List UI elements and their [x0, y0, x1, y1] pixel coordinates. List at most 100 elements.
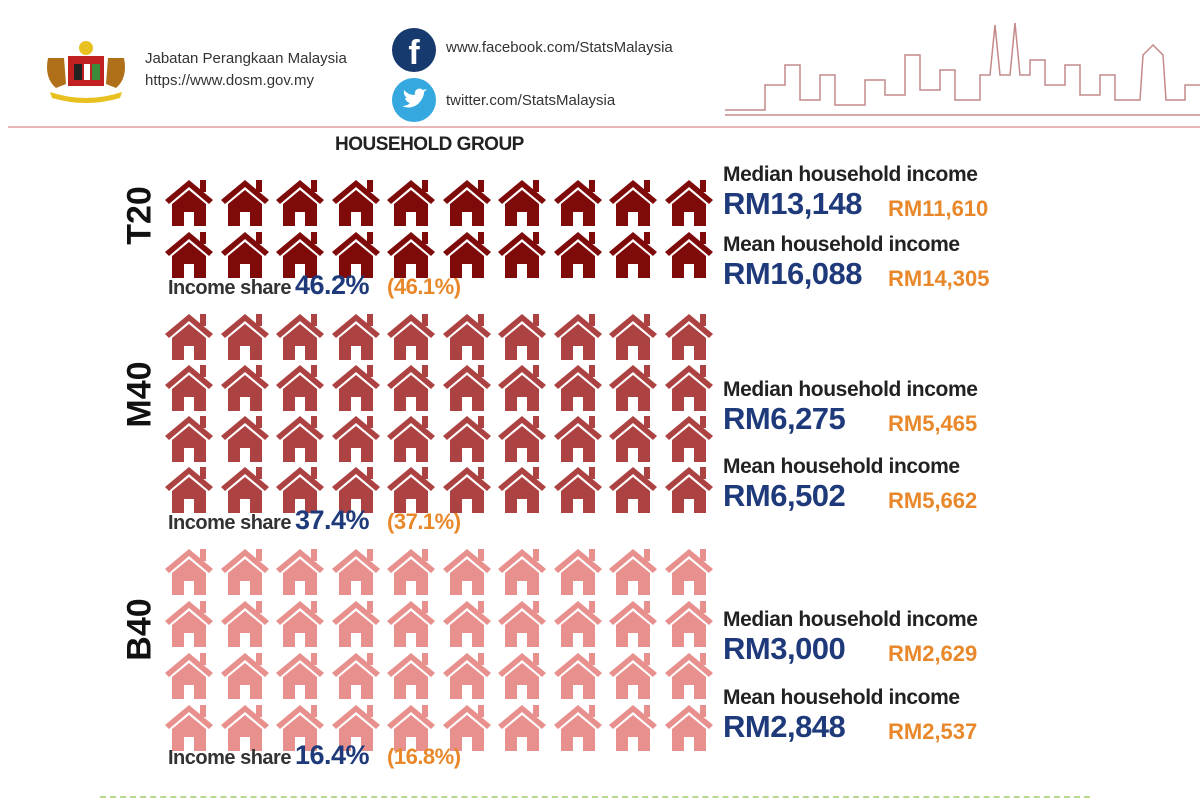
mean-label: Mean household income — [723, 686, 960, 709]
house-icon — [662, 361, 716, 416]
mean-previous: RM14,305 — [888, 266, 990, 291]
house-icon — [329, 545, 383, 600]
median-label: Median household income — [723, 378, 978, 401]
median-value: RM3,000 — [723, 631, 846, 666]
house-icon — [329, 412, 383, 467]
house-icon — [162, 597, 216, 652]
house-icon — [384, 545, 438, 600]
mean-previous: RM2,537 — [888, 719, 978, 744]
house-icon — [162, 545, 216, 600]
group-label: T20 — [120, 186, 159, 245]
house-icon — [440, 597, 494, 652]
facebook-link[interactable]: www.facebook.com/StatsMalaysia — [446, 39, 673, 56]
income-share-previous: (16.8%) — [387, 744, 461, 769]
house-icon — [384, 649, 438, 704]
house-icon — [551, 310, 605, 365]
income-share-label: Income share — [168, 277, 291, 299]
house-icon — [662, 701, 716, 756]
house-icon — [273, 412, 327, 467]
house-icon — [329, 649, 383, 704]
house-icon — [273, 649, 327, 704]
house-icon — [218, 701, 272, 756]
house-icon — [662, 412, 716, 467]
house-icon — [440, 361, 494, 416]
twitter-icon[interactable] — [392, 78, 436, 122]
house-icon — [662, 463, 716, 518]
city-skyline-illustration — [725, 22, 1200, 116]
house-icon — [162, 412, 216, 467]
income-share: Income share 37.4% (37.1%) — [168, 505, 461, 536]
group-label: M40 — [120, 361, 159, 428]
twitter-link[interactable]: twitter.com/StatsMalaysia — [446, 92, 616, 109]
house-icon — [384, 463, 438, 518]
facebook-icon[interactable]: f — [392, 28, 436, 72]
mean-label: Mean household income — [723, 233, 960, 256]
house-icon — [329, 310, 383, 365]
org-url[interactable]: https://www.dosm.gov.my — [145, 72, 314, 89]
house-icon — [218, 649, 272, 704]
house-icon — [551, 176, 605, 231]
house-icon — [329, 701, 383, 756]
house-icon — [329, 361, 383, 416]
median-previous: RM5,465 — [888, 411, 978, 436]
median-label: Median household income — [723, 608, 978, 631]
house-icon — [218, 597, 272, 652]
house-icon — [162, 463, 216, 518]
house-icon — [329, 176, 383, 231]
house-icon — [162, 310, 216, 365]
house-icon — [273, 463, 327, 518]
house-icon — [273, 701, 327, 756]
house-icon — [495, 463, 549, 518]
house-icon — [606, 361, 660, 416]
median-label: Median household income — [723, 163, 978, 186]
house-icon — [495, 649, 549, 704]
house-icon — [440, 463, 494, 518]
house-icon — [329, 228, 383, 283]
house-icon — [551, 228, 605, 283]
income-share-value: 16.4% — [294, 740, 370, 770]
income-share-value: 37.4% — [294, 505, 370, 535]
median-previous: RM2,629 — [888, 641, 978, 666]
house-icon — [495, 310, 549, 365]
house-icon — [218, 310, 272, 365]
house-icon — [273, 310, 327, 365]
house-icon — [662, 545, 716, 600]
house-icon — [606, 701, 660, 756]
house-icon — [218, 545, 272, 600]
chart-title: HOUSEHOLD GROUP — [335, 134, 524, 155]
house-icon — [384, 597, 438, 652]
house-icon — [440, 545, 494, 600]
house-icon — [218, 176, 272, 231]
mean-value: RM16,088 — [723, 256, 863, 291]
house-icon — [662, 649, 716, 704]
house-icon — [162, 649, 216, 704]
house-icon — [273, 228, 327, 283]
median-value: RM13,148 — [723, 186, 863, 221]
income-share-previous: (46.1%) — [387, 274, 461, 299]
house-icon — [273, 176, 327, 231]
house-icon — [384, 310, 438, 365]
house-icon — [440, 310, 494, 365]
house-icon — [551, 463, 605, 518]
house-icon — [662, 228, 716, 283]
house-icon — [551, 412, 605, 467]
house-icon — [606, 463, 660, 518]
house-icon — [551, 701, 605, 756]
mean-previous: RM5,662 — [888, 488, 978, 513]
org-name: Jabatan Perangkaan Malaysia — [145, 50, 347, 67]
house-icon — [218, 412, 272, 467]
house-icon — [162, 701, 216, 756]
house-icon — [495, 361, 549, 416]
house-icon — [329, 463, 383, 518]
house-icon — [551, 597, 605, 652]
house-icon — [495, 228, 549, 283]
house-icon — [662, 310, 716, 365]
house-icon — [606, 176, 660, 231]
mean-value: RM2,848 — [723, 709, 846, 744]
income-share-label: Income share — [168, 512, 291, 534]
house-icon — [662, 597, 716, 652]
house-icon — [551, 361, 605, 416]
house-icon — [606, 228, 660, 283]
house-icon — [495, 701, 549, 756]
